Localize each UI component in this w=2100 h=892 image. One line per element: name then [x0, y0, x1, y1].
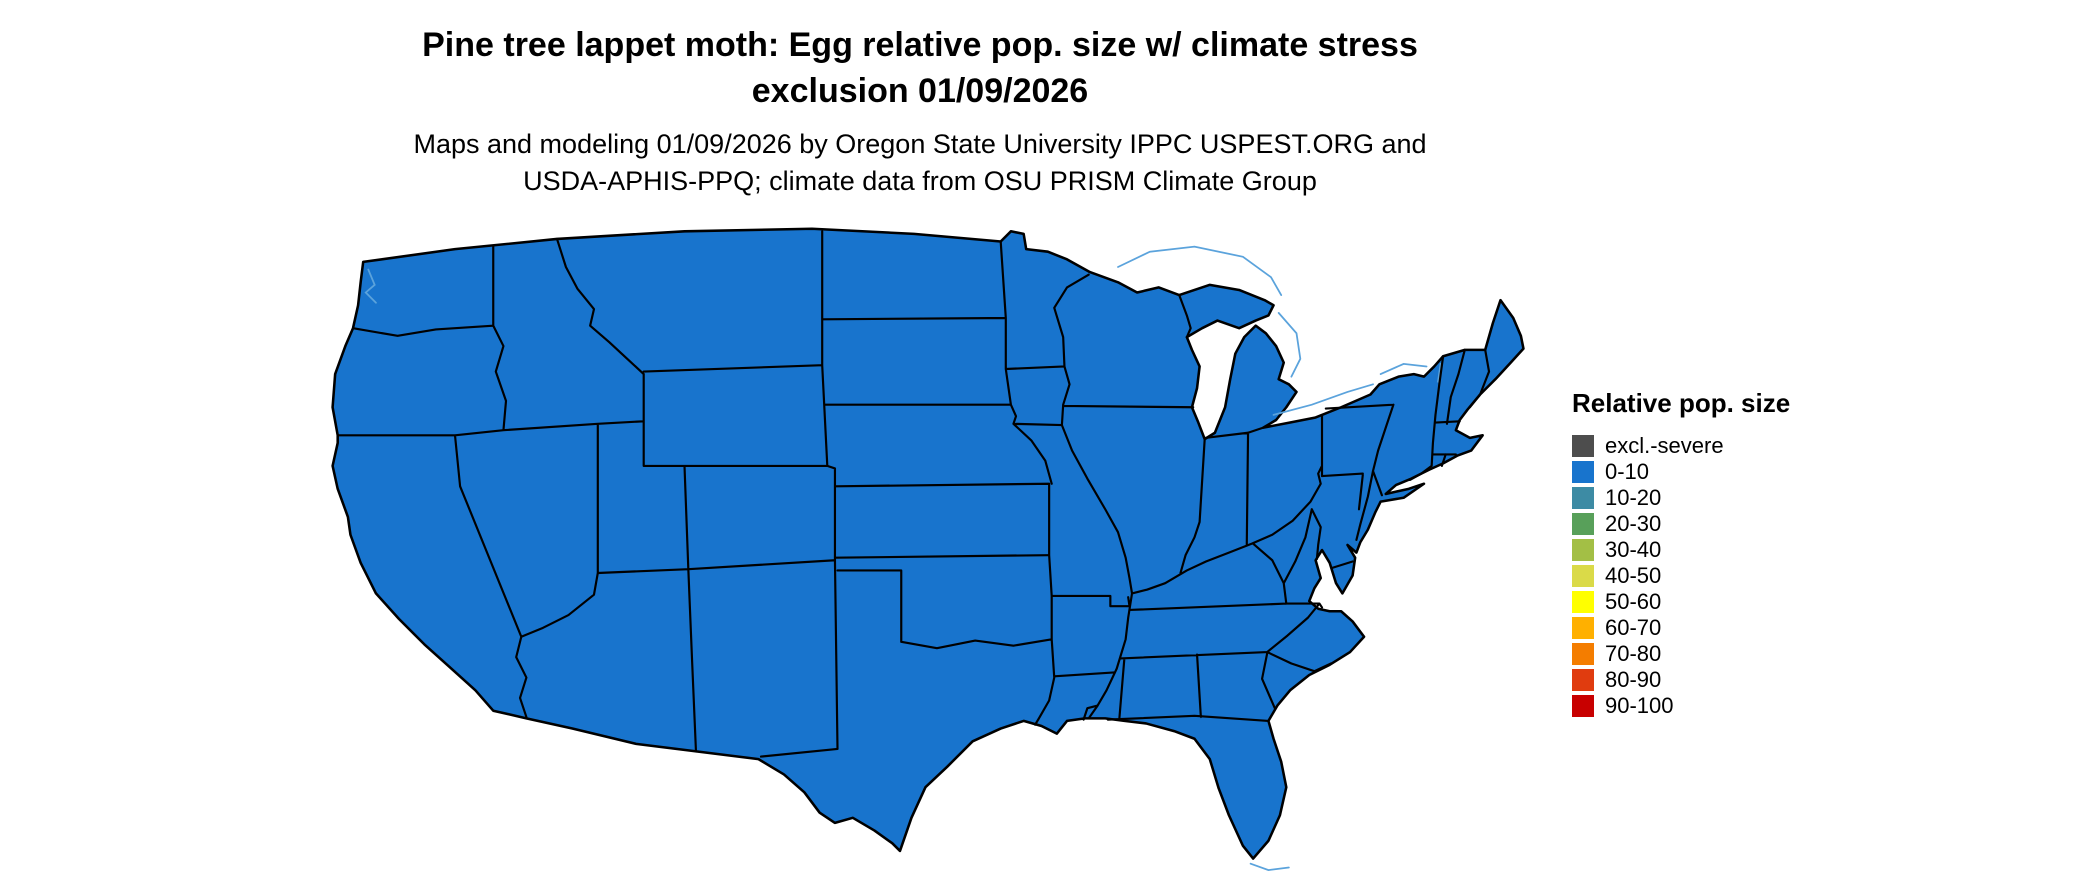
map-subtitle-line2: USDA-APHIS-PPQ; climate data from OSU PR…	[523, 166, 1317, 196]
legend-label: 0-10	[1605, 458, 1650, 484]
legend-label: 90-100	[1605, 692, 1674, 718]
legend-label: 80-90	[1605, 666, 1662, 692]
map-title-line1: Pine tree lappet moth: Egg relative pop.…	[422, 26, 1418, 64]
legend-swatch	[1572, 668, 1594, 691]
legend-item: 70-80	[1572, 641, 1872, 666]
legend: Relative pop. size excl.-severe 0-10 10-20…	[1572, 388, 1872, 719]
legend-swatch	[1572, 434, 1594, 457]
legend-item: 0-10	[1572, 459, 1872, 484]
legend-label: 20-30	[1605, 510, 1662, 536]
legend-label: 70-80	[1605, 640, 1662, 666]
legend-item: 30-40	[1572, 537, 1872, 562]
legend-label: excl.-severe	[1605, 432, 1724, 458]
us-map-svg	[331, 227, 1525, 871]
legend-label: 50-60	[1605, 588, 1662, 614]
legend-swatch	[1572, 642, 1594, 665]
legend-swatch	[1572, 460, 1594, 483]
water-lines	[364, 245, 1442, 871]
legend-title: Relative pop. size	[1572, 388, 1791, 418]
legend-item: 60-70	[1572, 615, 1872, 640]
legend-swatch	[1572, 512, 1594, 535]
legend-item: 90-100	[1572, 693, 1872, 718]
legend-swatch	[1572, 486, 1594, 509]
state-borders	[336, 230, 1491, 758]
legend-swatch	[1572, 538, 1594, 561]
legend-swatch	[1572, 694, 1594, 717]
map-subtitle-line1: Maps and modeling 01/09/2026 by Oregon S…	[413, 129, 1427, 159]
us-states-fill	[331, 227, 1525, 860]
legend-item: 20-30	[1572, 511, 1872, 536]
legend-swatch	[1572, 564, 1594, 587]
legend-items: excl.-severe 0-10 10-20 20-30 30-40 40-50 50-6…	[1572, 433, 1872, 718]
legend-item: 80-90	[1572, 667, 1872, 692]
us-choropleth-map	[302, 216, 1526, 879]
legend-swatch	[1572, 616, 1594, 639]
legend-label: 30-40	[1605, 536, 1662, 562]
legend-item: 50-60	[1572, 589, 1872, 614]
legend-item: 10-20	[1572, 485, 1872, 510]
map-subtitle: Maps and modeling 01/09/2026 by Oregon S…	[0, 126, 1840, 200]
legend-item: 40-50	[1572, 563, 1872, 588]
legend-label: 40-50	[1605, 562, 1662, 588]
legend-label: 10-20	[1605, 484, 1662, 510]
legend-swatch	[1572, 590, 1594, 613]
legend-item: excl.-severe	[1572, 433, 1872, 458]
map-title-line2: exclusion 01/09/2026	[751, 72, 1089, 110]
legend-label: 60-70	[1605, 614, 1662, 640]
map-title: Pine tree lappet moth: Egg relative pop.…	[0, 22, 1840, 114]
